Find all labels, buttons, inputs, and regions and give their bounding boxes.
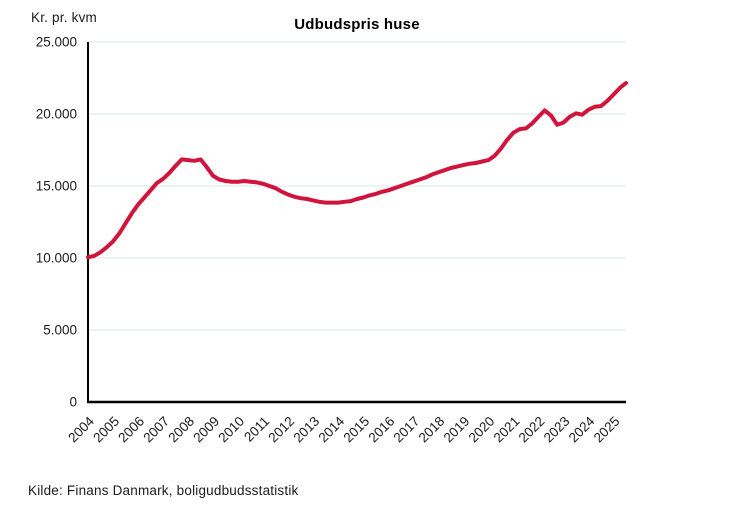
x-tick-label: 2018 [416, 414, 448, 446]
x-tick-label: 2006 [115, 414, 147, 446]
y-tick-label: 10.000 [36, 251, 77, 266]
x-tick-label: 2004 [65, 413, 97, 445]
x-tick-label: 2016 [366, 414, 398, 446]
x-tick-label: 2011 [241, 414, 272, 445]
y-tick-label: 0 [69, 395, 77, 410]
x-tick-label: 2012 [265, 414, 297, 446]
x-tick-label: 2019 [441, 414, 473, 446]
x-tick-label: 2007 [140, 414, 172, 446]
x-tick-label: 2008 [165, 414, 197, 446]
y-tick-label: 20.000 [36, 107, 77, 122]
x-tick-label: 2013 [290, 414, 322, 446]
x-tick-label: 2021 [491, 414, 523, 446]
x-tick-label: 2010 [215, 414, 247, 446]
x-tick-label: 2023 [541, 414, 573, 446]
y-tick-label: 25.000 [36, 35, 77, 50]
x-tick-label: 2025 [591, 414, 623, 446]
x-tick-label: 2020 [466, 414, 498, 446]
x-tick-label: 2014 [316, 413, 348, 445]
chart-title: Udbudspris huse [294, 16, 420, 33]
x-tick-label: 2015 [341, 414, 373, 446]
x-tick-label: 2009 [190, 414, 222, 446]
x-tick-label: 2022 [516, 414, 548, 446]
x-tick-label: 2024 [566, 413, 598, 445]
y-axis-unit-label: Kr. pr. kvm [31, 10, 97, 25]
x-tick-label: 2017 [391, 414, 423, 446]
x-tick-label: 2005 [90, 414, 122, 446]
price-line [86, 81, 628, 260]
source-note: Kilde: Finans Danmark, boligudbudsstatis… [28, 483, 299, 498]
y-tick-label: 5.000 [43, 323, 77, 338]
y-tick-label: 15.000 [36, 179, 77, 194]
